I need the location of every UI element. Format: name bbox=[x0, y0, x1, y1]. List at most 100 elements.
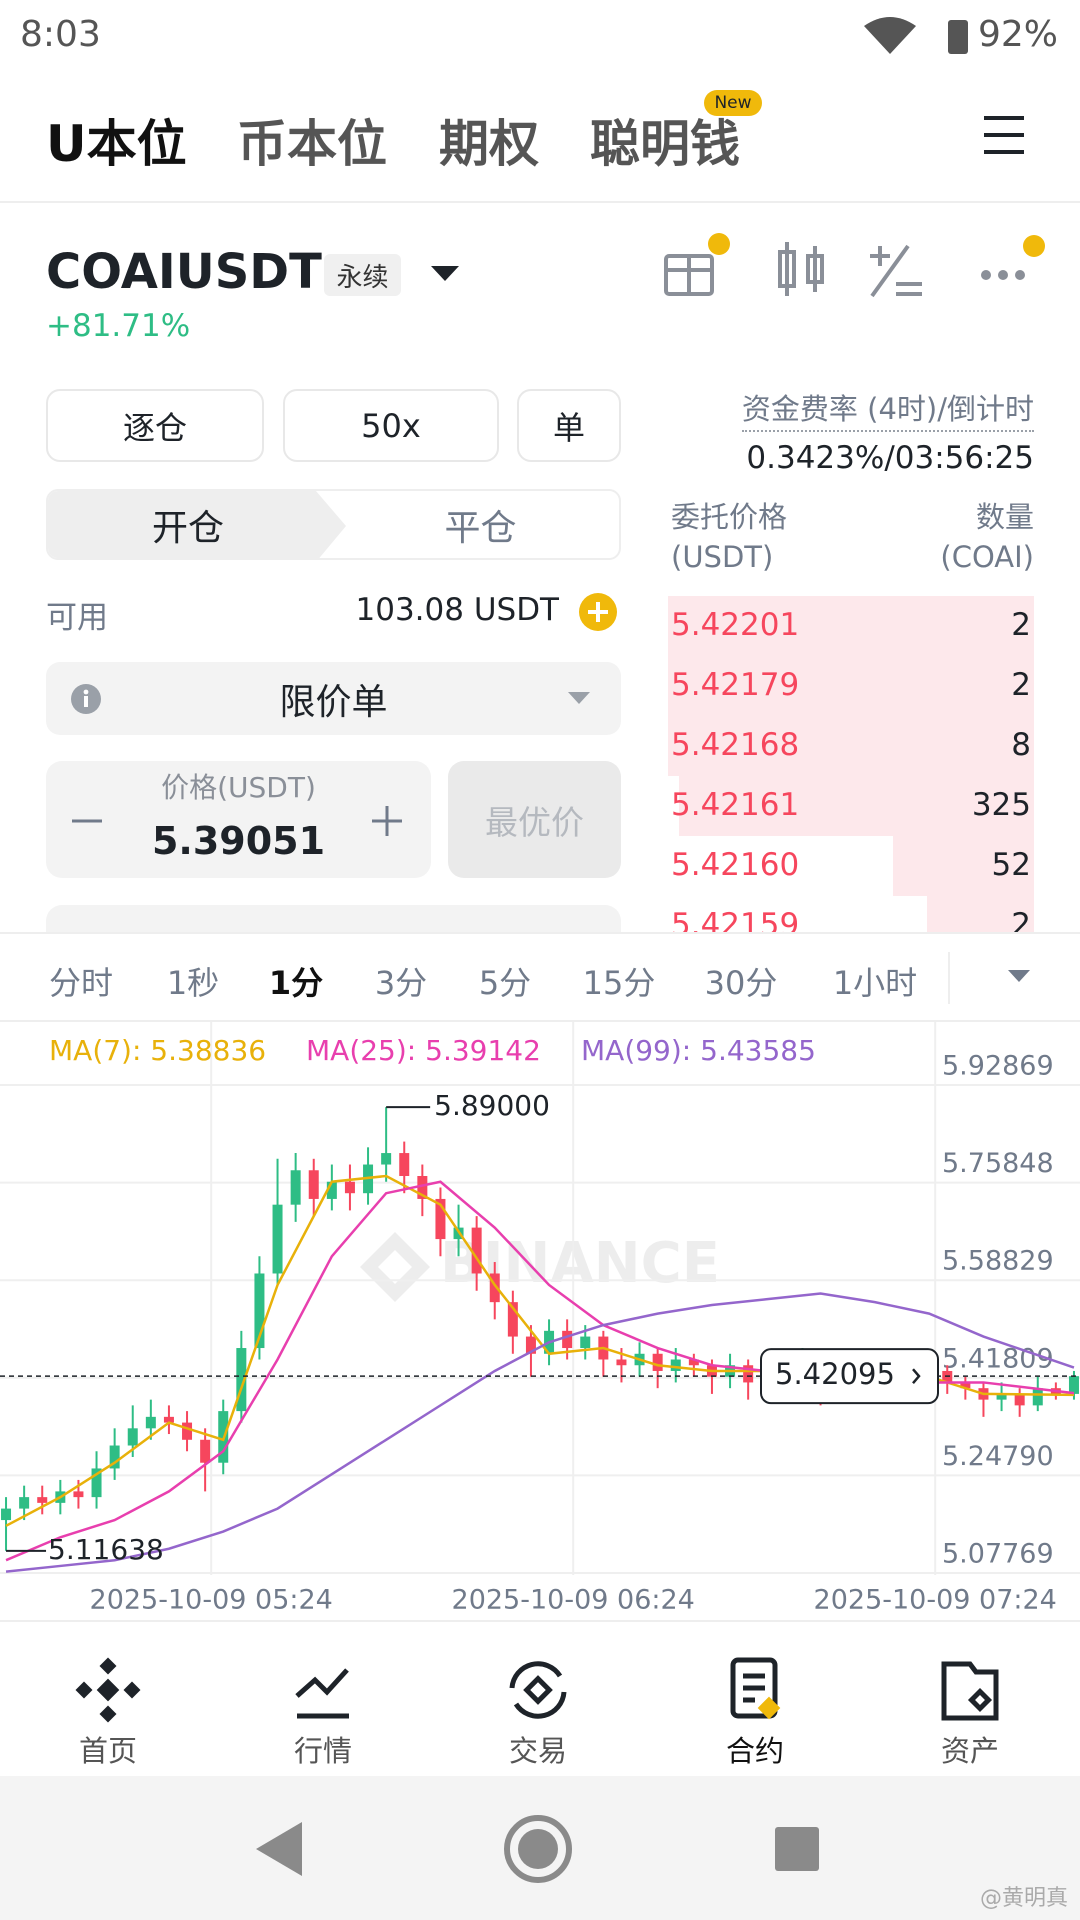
timeframe[interactable]: 15分 bbox=[582, 964, 656, 1002]
top-tab[interactable]: 币本位 bbox=[237, 115, 387, 173]
nav-icons bbox=[75, 1657, 999, 1723]
x-tick-label: 2025-10-09 07:24 bbox=[814, 1585, 1057, 1616]
close-tab[interactable]: 平仓 bbox=[444, 507, 517, 549]
margin-mode-button[interactable]: 逐仓 bbox=[46, 389, 264, 462]
candle-body bbox=[688, 1359, 699, 1366]
new-badge: New bbox=[704, 90, 762, 116]
candle-body bbox=[290, 1170, 301, 1205]
candle-body bbox=[145, 1416, 156, 1429]
candle-body bbox=[381, 1153, 392, 1165]
y-tick-label: 5.75848 bbox=[942, 1148, 1054, 1179]
candle-body bbox=[308, 1170, 319, 1199]
candle-body bbox=[743, 1365, 754, 1383]
top-tab[interactable]: 聪明钱 bbox=[590, 115, 740, 173]
high-marker-label: 5.89000 bbox=[434, 1089, 550, 1122]
status-time: 8:03 bbox=[20, 14, 101, 55]
order-type-caret bbox=[568, 692, 590, 704]
ma-legend: MA(25): 5.39142 bbox=[306, 1034, 541, 1067]
ask-price: 5.42161 bbox=[671, 787, 800, 823]
available-label: 可用 bbox=[46, 600, 108, 636]
ob-qty-unit: (COAI) bbox=[940, 540, 1034, 574]
status-battery: 92% bbox=[977, 14, 1058, 55]
depth-bar bbox=[668, 716, 1034, 776]
candle-body bbox=[182, 1422, 193, 1440]
timeframe[interactable]: 30分 bbox=[704, 964, 778, 1002]
depth-bar bbox=[893, 836, 1034, 896]
price-label: 价格(USDT) bbox=[161, 771, 316, 804]
nav-label[interactable]: 行情 bbox=[293, 1734, 352, 1768]
nav-label[interactable]: 交易 bbox=[508, 1734, 567, 1768]
transfer-button[interactable] bbox=[578, 592, 618, 632]
funding-label[interactable]: 资金费率 (4时)/倒计时 bbox=[741, 386, 1034, 432]
candle-body bbox=[996, 1393, 1007, 1400]
symbol-dropdown[interactable] bbox=[431, 266, 459, 282]
candle-body bbox=[200, 1439, 211, 1463]
candle-body bbox=[1032, 1388, 1043, 1406]
ma-legend: MA(99): 5.43585 bbox=[581, 1034, 816, 1067]
timeframe[interactable]: 5分 bbox=[478, 964, 532, 1002]
amount-input[interactable] bbox=[46, 905, 621, 933]
nav-label[interactable]: 首页 bbox=[78, 1734, 137, 1768]
candle-body bbox=[399, 1153, 410, 1176]
candle-body bbox=[236, 1348, 247, 1412]
candle-body bbox=[580, 1336, 591, 1349]
ask-price: 5.42168 bbox=[671, 727, 800, 763]
candle-body bbox=[127, 1428, 138, 1446]
timeframe[interactable]: 1分 bbox=[268, 964, 324, 1002]
candle-body bbox=[652, 1353, 663, 1371]
ask-price: 5.42179 bbox=[671, 667, 800, 703]
last-price-chevron bbox=[912, 1368, 921, 1384]
symbol-name[interactable]: COAIUSDT bbox=[46, 244, 322, 300]
top-tab[interactable]: 期权 bbox=[439, 115, 539, 173]
price-change: +81.71% bbox=[46, 308, 191, 344]
best-price-button[interactable]: 最优价 bbox=[448, 761, 621, 878]
candle-body bbox=[1014, 1393, 1025, 1406]
depth-bar bbox=[668, 656, 1034, 716]
trade-section: COAIUSDT 永续 +81.71% 逐仓 50x 单 开仓 平仓 可用 10… bbox=[0, 203, 1080, 933]
tf-more[interactable] bbox=[1008, 970, 1030, 984]
nav-label[interactable]: 资产 bbox=[940, 1734, 999, 1768]
candle-body bbox=[960, 1382, 971, 1389]
info-icon[interactable] bbox=[70, 683, 102, 715]
candle-body bbox=[1068, 1376, 1079, 1394]
depth-bar bbox=[927, 896, 1034, 933]
price-input[interactable] bbox=[46, 761, 431, 878]
price-steppers[interactable] bbox=[72, 806, 412, 836]
y-tick-label: 5.92869 bbox=[942, 1051, 1054, 1082]
open-close-toggle: 开仓 平仓 bbox=[46, 489, 621, 560]
candle-body bbox=[254, 1273, 265, 1349]
nav-label[interactable]: 合约 bbox=[725, 1734, 784, 1768]
candle-body bbox=[507, 1302, 518, 1337]
leverage-button[interactable]: 50x bbox=[283, 389, 499, 462]
top-tab[interactable]: U本位 bbox=[46, 115, 187, 173]
open-tab[interactable]: 开仓 bbox=[151, 507, 224, 549]
timeframe[interactable]: 1小时 bbox=[832, 964, 918, 1002]
candle-body bbox=[489, 1273, 500, 1303]
status-icons bbox=[864, 17, 968, 54]
system-nav-buttons[interactable] bbox=[0, 1776, 1080, 1920]
toggle-highlight bbox=[48, 491, 346, 558]
menu-button[interactable] bbox=[982, 114, 1026, 158]
candle-body bbox=[471, 1227, 482, 1274]
y-tick-label: 5.41809 bbox=[942, 1343, 1054, 1374]
funding-value: 0.3423%/03:56:25 bbox=[746, 440, 1034, 476]
y-tick-label: 5.58829 bbox=[942, 1246, 1054, 1277]
candle-body bbox=[109, 1445, 120, 1469]
position-mode-button[interactable]: 单 bbox=[517, 389, 621, 462]
candle-body bbox=[37, 1497, 48, 1503]
order-type-select[interactable] bbox=[46, 662, 621, 735]
ma-line bbox=[5, 1292, 1075, 1573]
candle-body bbox=[326, 1181, 337, 1199]
timeframe[interactable]: 3分 bbox=[374, 964, 428, 1002]
tf-divider bbox=[948, 952, 950, 1004]
low-marker-label: 5.11638 bbox=[48, 1533, 164, 1566]
depth-bar bbox=[668, 596, 1034, 656]
watermark: BINANCE bbox=[440, 1231, 720, 1296]
x-tick-label: 2025-10-09 05:24 bbox=[90, 1585, 333, 1616]
ask-qty: 2 bbox=[1011, 667, 1031, 703]
timeframe[interactable]: 分时 bbox=[48, 964, 113, 1002]
candle-body bbox=[417, 1175, 428, 1199]
x-tick-label: 2025-10-09 06:24 bbox=[452, 1585, 695, 1616]
timeframe[interactable]: 1秒 bbox=[166, 964, 220, 1002]
